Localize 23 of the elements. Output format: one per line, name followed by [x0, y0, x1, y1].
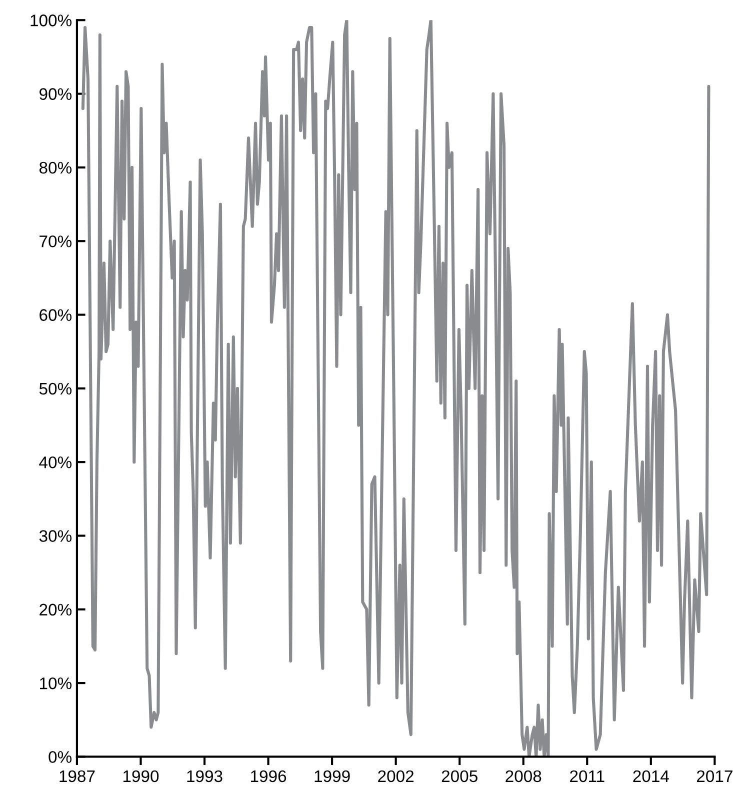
y-tick-label: 30%: [39, 530, 72, 542]
x-tick-label: 2002: [378, 770, 414, 782]
x-tick-label: 2005: [442, 770, 478, 782]
x-tick-label: 2011: [570, 770, 604, 782]
line-series: [81, 20, 710, 757]
y-tick-label: 100%: [30, 14, 72, 26]
x-tick-label: 2014: [633, 770, 669, 782]
y-tick-label: 70%: [40, 236, 72, 248]
y-tick-label: 80%: [39, 162, 72, 174]
x-tick-label: 1990: [123, 770, 159, 782]
y-tick-label: 60%: [40, 309, 72, 321]
x-tick-label: 2017: [696, 770, 732, 782]
y-tick-label: 90%: [40, 88, 72, 100]
x-tick-label: 1996: [251, 770, 286, 782]
y-tick-label: 10%: [40, 677, 72, 690]
x-tick-label: 1993: [187, 770, 222, 782]
y-tick-label: 50%: [39, 382, 72, 395]
x-tick-label: 1987: [60, 770, 95, 782]
x-tick-label: 1999: [314, 770, 350, 782]
y-tick-label: 40%: [39, 456, 72, 468]
y-tick-label: 20%: [40, 604, 72, 616]
x-tick-label: 2008: [506, 770, 542, 782]
y-tick-label: 0%: [48, 751, 72, 763]
